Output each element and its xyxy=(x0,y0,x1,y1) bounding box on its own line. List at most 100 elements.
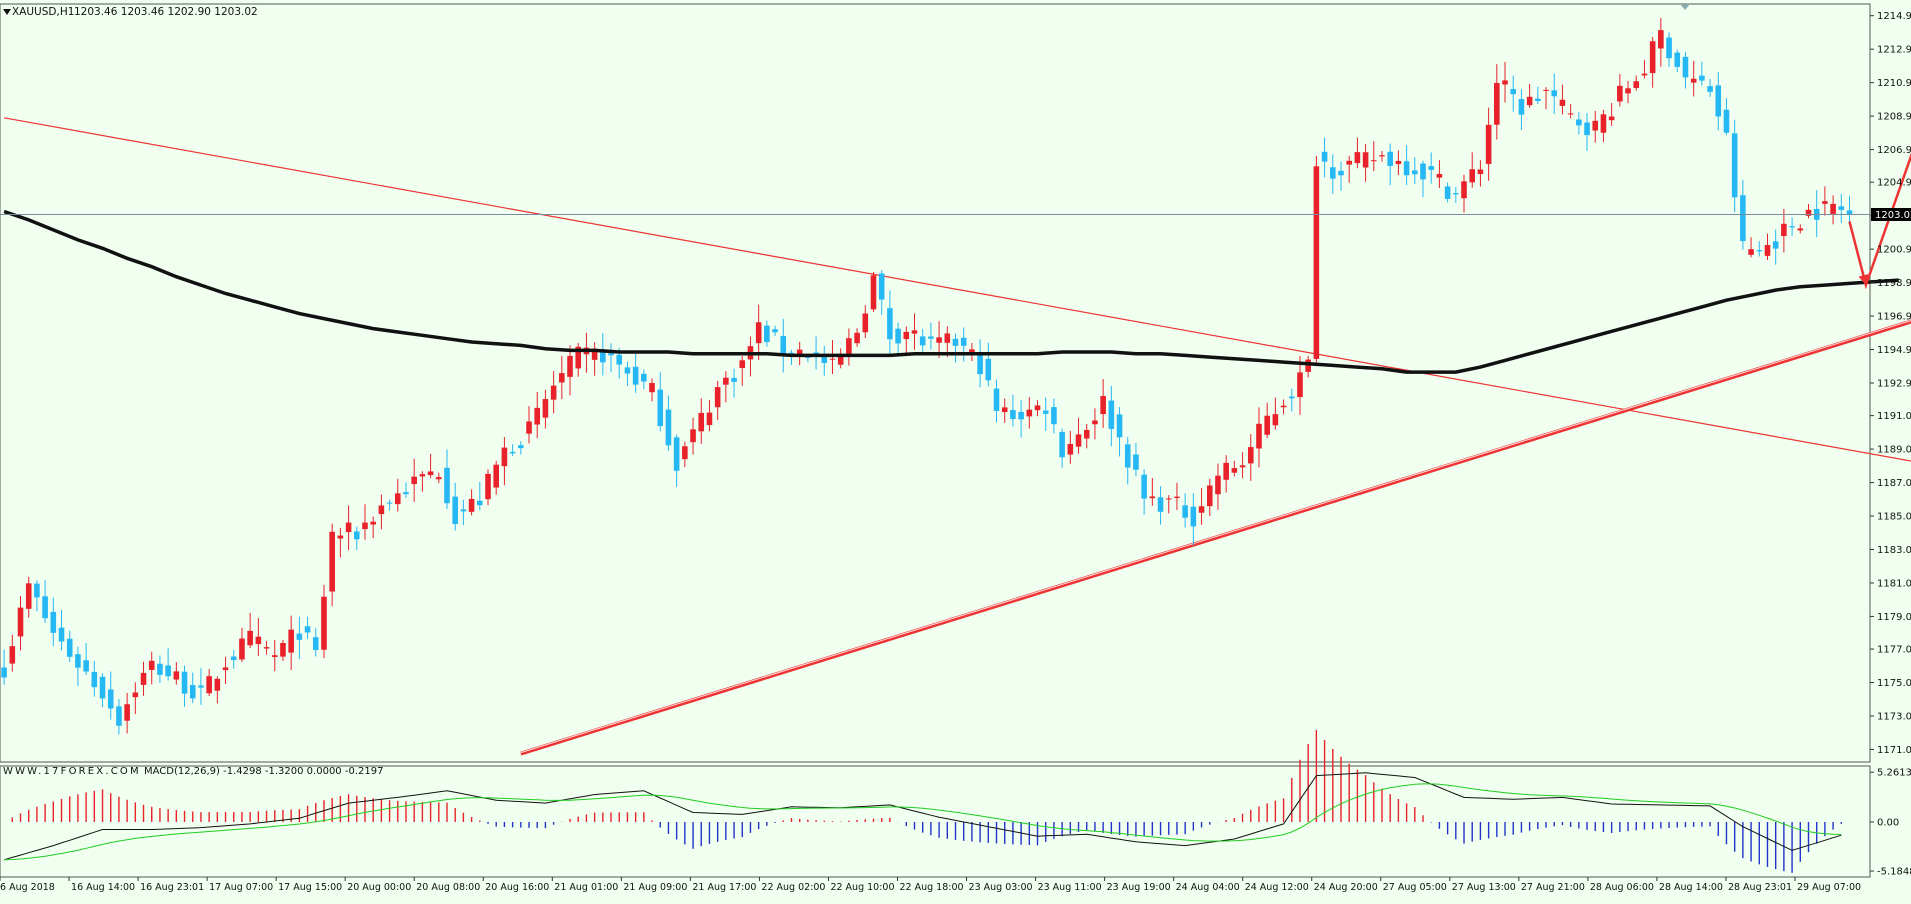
candle xyxy=(280,639,286,661)
candle-body xyxy=(1288,396,1295,399)
candle-body xyxy=(1412,170,1418,175)
candle xyxy=(1674,49,1681,72)
macd-label: MACD(12,26,9) -1.4298 -1.3200 0.0000 -0.… xyxy=(144,766,383,777)
candle-body xyxy=(1797,228,1804,231)
candle xyxy=(1026,397,1033,429)
price-tick-label: 1183.00 xyxy=(1877,545,1911,556)
candle-body xyxy=(493,464,499,488)
candle xyxy=(698,398,705,444)
candle-body xyxy=(58,627,65,642)
candle xyxy=(1116,407,1123,457)
time-tick-label: 24 Aug 04:00 xyxy=(1176,882,1240,893)
candle-body xyxy=(567,355,573,377)
candle xyxy=(985,342,992,387)
candle xyxy=(1215,463,1221,510)
candle xyxy=(624,361,631,386)
candle-body xyxy=(1264,415,1270,435)
candle-body xyxy=(903,331,910,340)
time-tick-label: 21 Aug 17:00 xyxy=(692,882,756,893)
time-tick-label: 27 Aug 05:00 xyxy=(1383,882,1447,893)
candle xyxy=(1666,32,1672,67)
candle xyxy=(1412,157,1418,185)
candle-body xyxy=(575,346,582,369)
candle-body xyxy=(271,655,278,657)
candle xyxy=(1805,203,1812,219)
candle-body xyxy=(83,660,89,672)
candle-body xyxy=(1157,497,1164,512)
candle xyxy=(1354,137,1361,169)
candle xyxy=(214,676,221,704)
candle xyxy=(846,328,852,366)
time-tick-label: 24 Aug 12:00 xyxy=(1245,882,1309,893)
candle xyxy=(66,630,73,662)
candle xyxy=(649,378,655,402)
candle xyxy=(304,616,311,640)
candle-body xyxy=(1518,99,1525,115)
candle-body xyxy=(1608,116,1615,121)
candle xyxy=(91,660,98,697)
candle-body xyxy=(977,355,983,375)
candle-body xyxy=(919,336,926,346)
candle-body xyxy=(1379,155,1385,157)
candle xyxy=(1371,141,1377,172)
ascending-trendline[interactable] xyxy=(520,267,1911,756)
price-tick-label: 1206.90 xyxy=(1877,145,1911,156)
candle-body xyxy=(1042,410,1049,414)
candle-body xyxy=(99,676,106,699)
candle xyxy=(1617,73,1623,107)
candle-body xyxy=(1321,151,1328,162)
candle xyxy=(1272,397,1279,430)
candle xyxy=(854,328,860,347)
candle xyxy=(173,662,180,685)
candle xyxy=(1067,430,1074,464)
candle xyxy=(1830,195,1836,225)
trendlines[interactable] xyxy=(3,117,1911,756)
candle-body xyxy=(1149,496,1156,499)
time-tick-label: 21 Aug 09:00 xyxy=(623,882,687,893)
candle xyxy=(140,661,147,696)
candle xyxy=(1329,154,1336,194)
candle xyxy=(1247,434,1254,481)
candle-body xyxy=(124,704,130,721)
price-axis: 1214.90 1212.90 1210.90 1208.90 1206.90 1204.… xyxy=(0,11,1911,756)
candle-body xyxy=(230,656,237,661)
candle-body xyxy=(673,437,680,471)
candle-body xyxy=(1543,89,1549,91)
candle xyxy=(1,649,7,685)
candle-body xyxy=(312,637,319,650)
price-tick-label: 1196.95 xyxy=(1877,312,1911,323)
candle xyxy=(1453,186,1459,203)
candle xyxy=(1543,87,1549,110)
candle-body xyxy=(1649,41,1656,74)
candle-body xyxy=(960,337,967,346)
candle-body xyxy=(1362,152,1369,168)
candle-body xyxy=(723,377,729,385)
candle xyxy=(641,369,647,390)
candle xyxy=(878,270,885,315)
candle xyxy=(1092,408,1098,440)
candle xyxy=(329,523,335,607)
candle xyxy=(1395,150,1402,176)
ascending-trendline-highlight xyxy=(520,320,1911,754)
time-tick-label: 22 Aug 18:00 xyxy=(900,882,964,893)
candle-body xyxy=(1633,81,1640,89)
candle xyxy=(312,628,319,657)
candle xyxy=(1157,486,1164,525)
candle-body xyxy=(1567,113,1574,115)
candle xyxy=(42,580,48,623)
candle-body xyxy=(829,358,836,360)
candle-body xyxy=(993,388,1000,411)
candle-body xyxy=(1395,160,1402,165)
forecast-down-arrowhead xyxy=(1858,274,1869,286)
candle xyxy=(411,458,417,502)
descending-trendline[interactable] xyxy=(3,117,1911,494)
candle-body xyxy=(821,354,828,363)
macd-tick-label: 0.00 xyxy=(1877,817,1899,828)
candle-body xyxy=(714,387,721,408)
candle xyxy=(132,682,139,715)
forecast-arrows[interactable] xyxy=(1848,51,1911,290)
time-tick-label: 27 Aug 21:00 xyxy=(1521,882,1585,893)
candle xyxy=(1592,110,1599,143)
